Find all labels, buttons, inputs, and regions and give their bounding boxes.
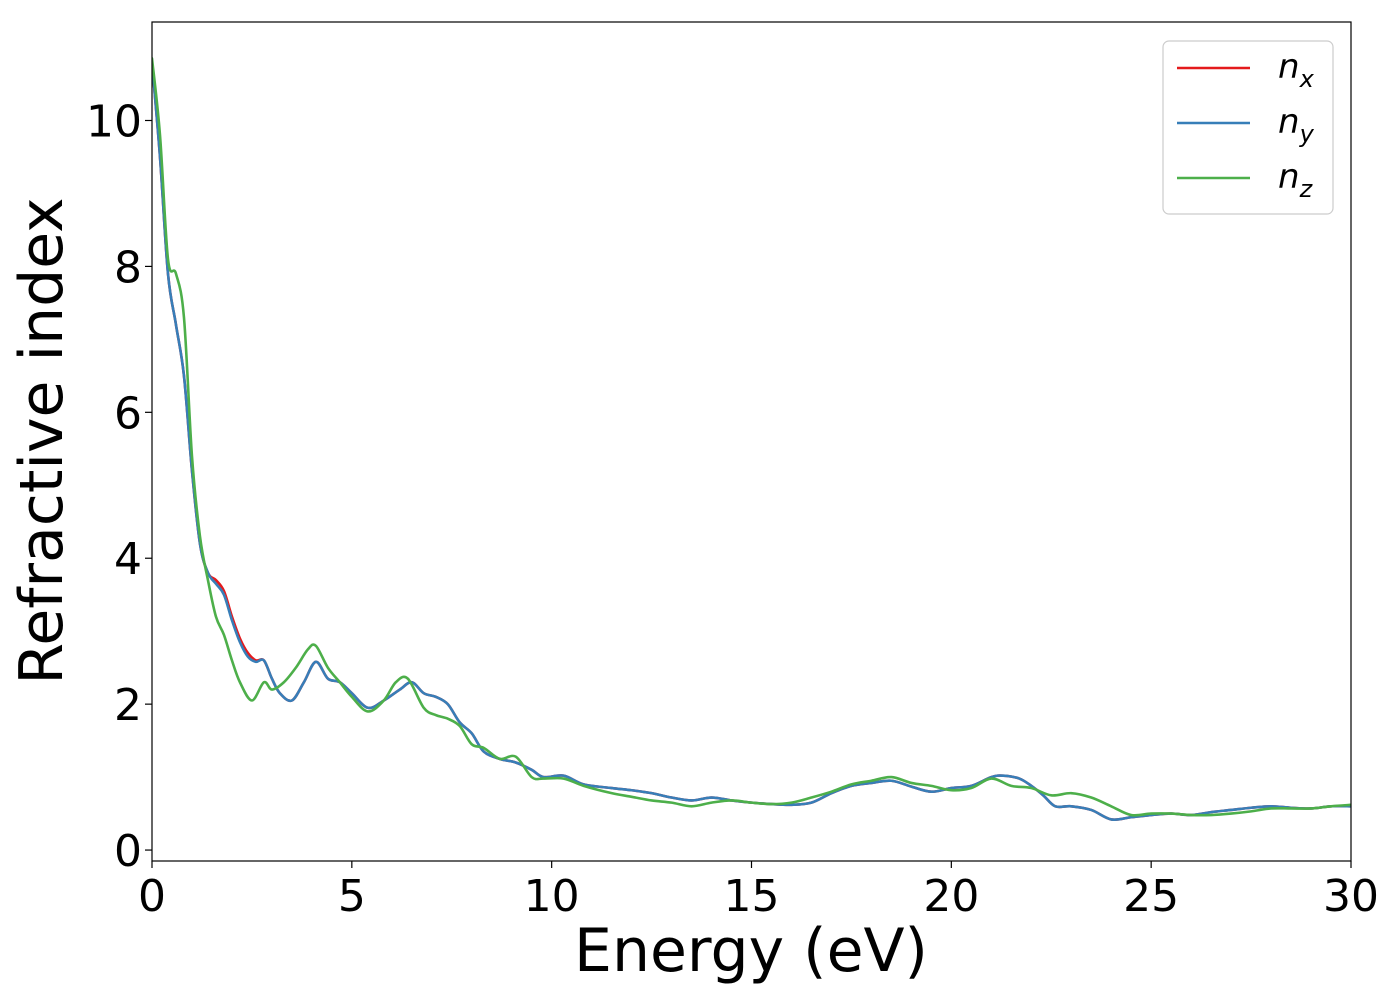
- x-axis-ticks: 0 5 10 15 20 25 30: [138, 861, 1379, 922]
- x-tick-label: 20: [923, 871, 979, 922]
- series-line-ny: [152, 60, 1351, 821]
- x-axis-title: Energy (eV): [574, 916, 928, 986]
- series-layer: [152, 57, 1351, 821]
- x-tick-label: 30: [1323, 871, 1379, 922]
- y-tick-label: 0: [114, 826, 142, 877]
- x-tick-label: 5: [338, 871, 366, 922]
- y-tick-label: 2: [114, 680, 142, 731]
- series-line-nz: [152, 57, 1351, 817]
- x-tick-label: 25: [1123, 871, 1179, 922]
- y-axis-title: Refractive index: [7, 197, 77, 684]
- x-tick-label: 15: [724, 871, 780, 922]
- y-tick-label: 8: [114, 242, 142, 293]
- x-tick-label: 0: [138, 871, 166, 922]
- y-tick-label: 6: [114, 388, 142, 439]
- y-tick-label: 10: [86, 96, 142, 147]
- x-tick-label: 10: [524, 871, 580, 922]
- legend-box: [1162, 40, 1334, 215]
- plot-area: [152, 22, 1351, 861]
- y-tick-label: 4: [114, 534, 142, 585]
- y-axis-ticks: 0 2 4 6 8 10: [86, 96, 152, 877]
